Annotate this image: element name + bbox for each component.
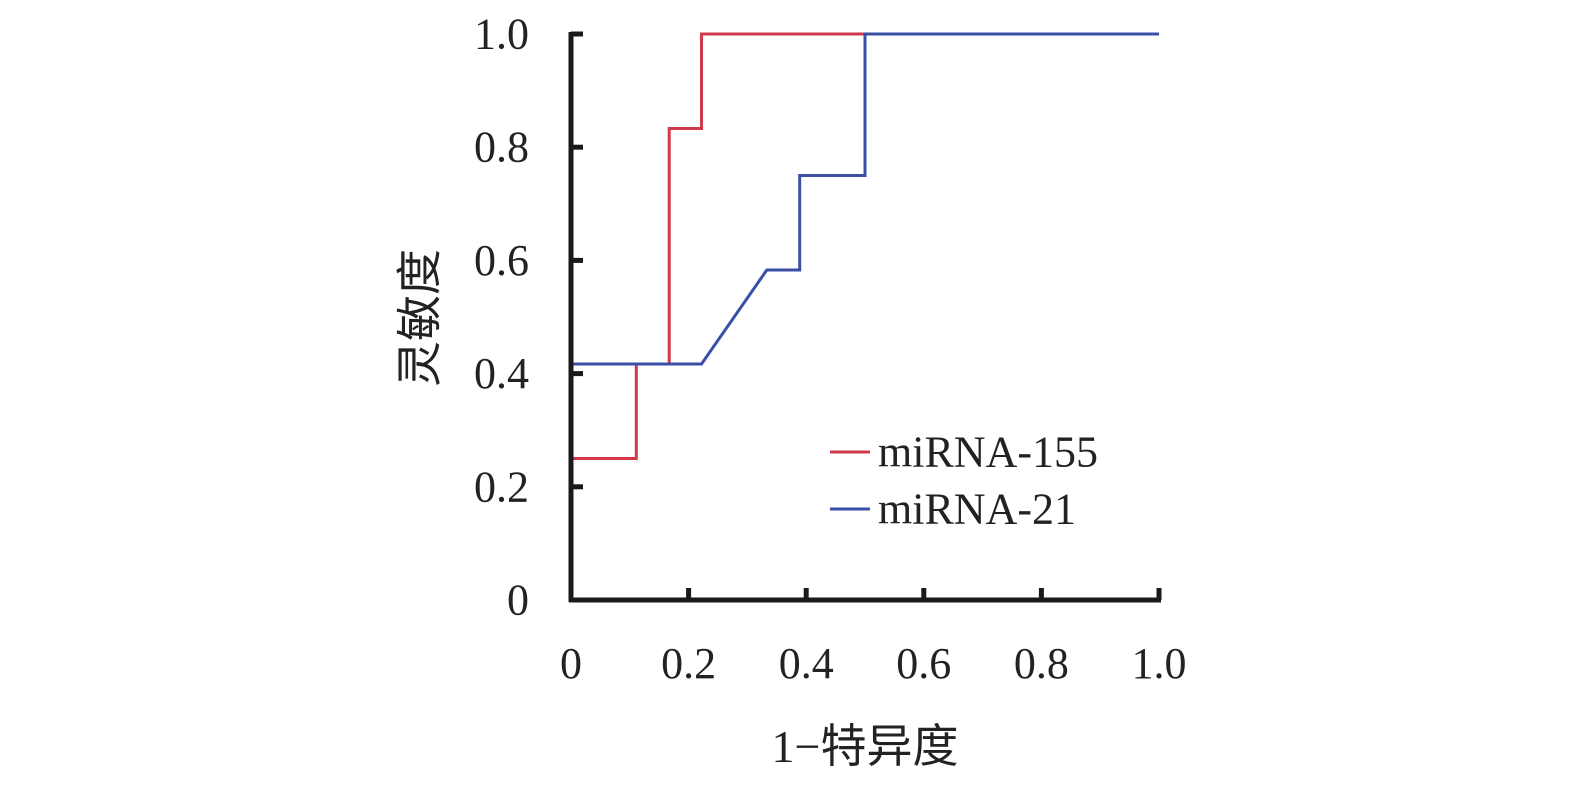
y-axis-title: 灵敏度 — [395, 249, 446, 387]
x-tick-label: 0.4 — [779, 639, 834, 688]
ticks-layer: 0 0.2 0.4 0.6 0.8 1.0 0 0.2 0.4 0.6 0.8 1.0 — [474, 10, 1187, 689]
y-tick-label: 1.0 — [474, 10, 529, 59]
legend: miRNA-155 miRNA-21 — [830, 428, 1098, 534]
legend-label: miRNA-21 — [878, 485, 1076, 534]
x-tick-label: 0.2 — [661, 639, 716, 688]
y-tick-label: 0.8 — [474, 123, 529, 172]
legend-label: miRNA-155 — [878, 428, 1098, 477]
series-line-mirna-21 — [569, 32, 1159, 600]
x-axis-title: 1−特异度 — [772, 721, 959, 772]
x-tick-label: 0.6 — [896, 639, 951, 688]
y-tick-label: 0 — [507, 576, 529, 625]
y-tick-label: 0.2 — [474, 462, 529, 511]
x-tick-label: 0.8 — [1014, 639, 1069, 688]
axes-layer — [568, 32, 1161, 603]
x-tick-label: 1.0 — [1132, 639, 1187, 688]
y-tick-label: 0.4 — [474, 349, 529, 398]
series-layer — [569, 32, 1159, 600]
x-tick-label: 0 — [560, 639, 582, 688]
y-tick-label: 0.6 — [474, 236, 529, 285]
